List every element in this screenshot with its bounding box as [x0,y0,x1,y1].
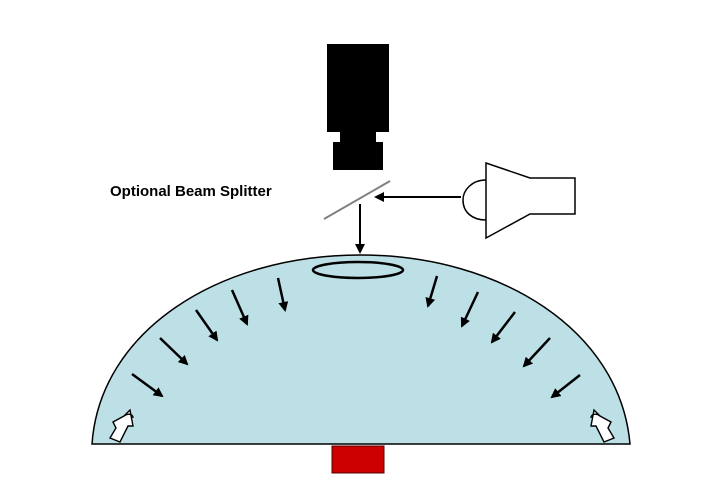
camera-icon [327,44,389,170]
lamp-icon [108,408,134,443]
diffuse-light-arrow [276,277,289,312]
diffuse-light-arrow [490,311,516,344]
beam-splitter [323,180,391,220]
diffuse-light-arrow [550,374,581,399]
diffuse-light-arrow [159,337,189,366]
diffuse-light-arrow [131,372,164,398]
light-source-icon [462,161,576,240]
diffuse-light-arrow [425,275,439,308]
diffuse-light-arrow [194,309,219,342]
diffuse-light-arrow [460,291,480,328]
lamp-icon [590,408,616,443]
beam-splitter-label: Optional Beam Splitter [110,183,272,200]
dome-aperture [311,260,405,280]
diffuse-light-arrow [522,337,551,368]
diffuse-light-arrow [230,289,249,326]
dome [91,254,631,445]
sample [331,445,385,474]
